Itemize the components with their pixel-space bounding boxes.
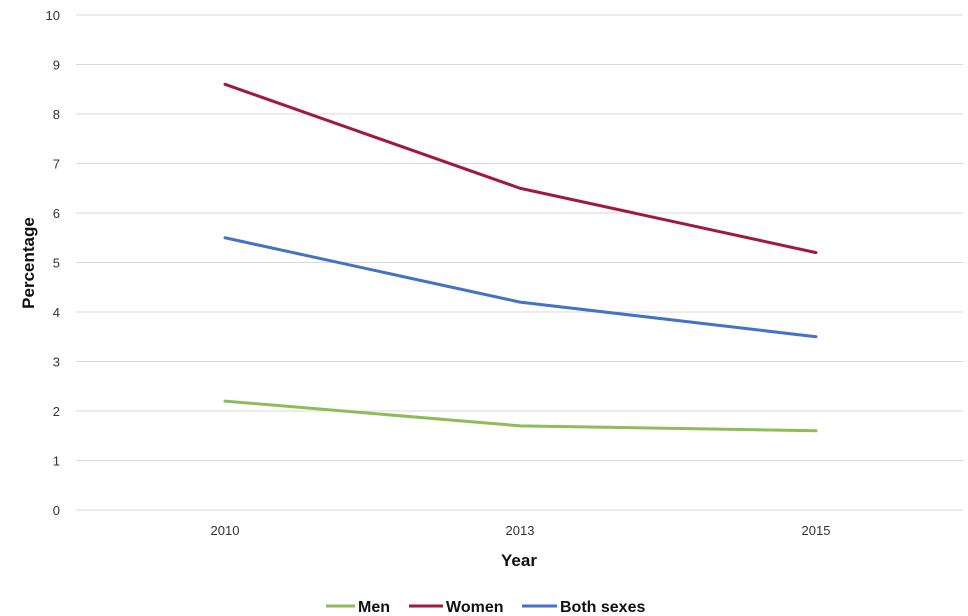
series-lines [223, 82, 818, 433]
legend-item-both-sexes: Both sexes [522, 599, 645, 616]
series-line-women [223, 82, 818, 255]
x-tick-label: 2015 [802, 523, 831, 538]
y-axis-ticks: 0 1 2 3 4 5 6 7 8 9 10 [46, 8, 60, 518]
legend-item-men: Men [326, 599, 390, 616]
series-line-both-sexes [223, 236, 818, 339]
y-tick-label: 1 [53, 454, 60, 469]
y-tick-label: 9 [53, 58, 60, 73]
y-tick-label: 5 [53, 256, 60, 271]
legend-item-women: Women [409, 599, 503, 616]
x-tick-label: 2010 [211, 523, 240, 538]
x-axis-ticks: 2010 2013 2015 [211, 523, 831, 538]
gridlines [76, 14, 963, 511]
y-axis-title: Percentage [19, 217, 38, 309]
series-line-men [223, 399, 818, 433]
legend-label: Men [358, 599, 390, 616]
y-tick-label: 4 [53, 305, 60, 320]
y-tick-label: 3 [53, 355, 60, 370]
y-tick-label: 7 [53, 157, 60, 172]
y-tick-label: 2 [53, 404, 60, 419]
y-tick-label: 10 [46, 8, 60, 23]
legend-label: Both sexes [560, 599, 645, 616]
legend-label: Women [446, 599, 503, 616]
legend: Men Women Both sexes [326, 599, 645, 616]
x-axis-title: Year [501, 551, 537, 570]
y-tick-label: 6 [53, 206, 60, 221]
y-tick-label: 8 [53, 107, 60, 122]
x-tick-label: 2013 [506, 523, 535, 538]
y-tick-label: 0 [53, 503, 60, 518]
